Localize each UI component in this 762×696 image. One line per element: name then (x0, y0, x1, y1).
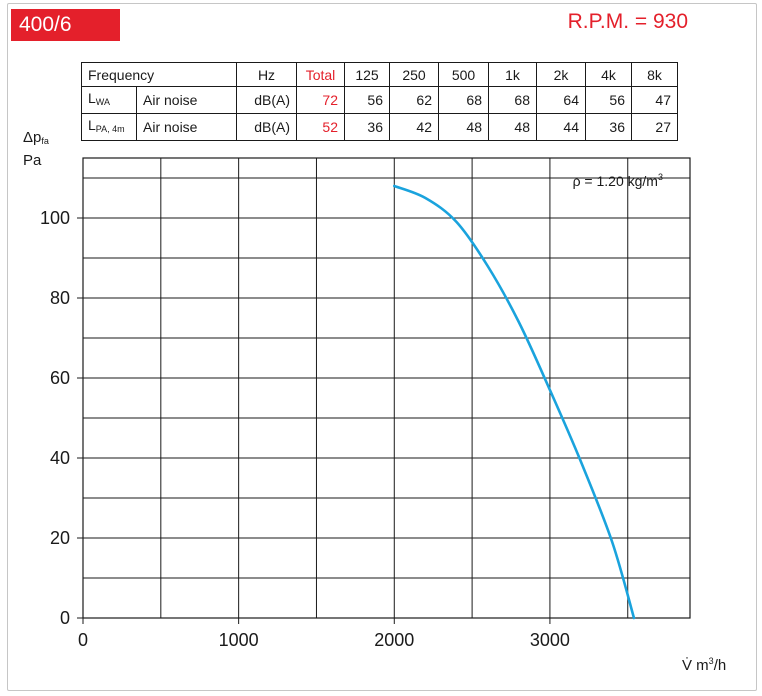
y-tick-label: 80 (50, 288, 70, 308)
row-description: Air noise (136, 86, 237, 114)
x-tick-label: 2000 (374, 630, 414, 650)
cell-total: 52 (296, 113, 345, 141)
chart-grid (82, 157, 691, 619)
header-total: Total (296, 62, 345, 87)
cell-value: 27 (631, 113, 678, 141)
header-band-8k: 8k (631, 62, 678, 87)
chart-frame (7, 3, 757, 691)
header-band-4k: 4k (585, 62, 632, 87)
series-lines (392, 184, 636, 620)
header-hz: Hz (236, 62, 297, 87)
header-band-500: 500 (438, 62, 489, 87)
cell-value: 36 (344, 113, 390, 141)
row-description: Air noise (136, 113, 237, 141)
y-axis-label: Δpfa Pa (23, 129, 49, 169)
table-header-row: Frequency Hz Total 125 250 500 1k 2k 4k … (81, 62, 678, 87)
plot-area-border (82, 157, 691, 619)
table-row-lwa: LWA Air noise dB(A) 72 56 62 68 68 64 56… (81, 86, 678, 114)
table-row-lpa: LPA, 4m Air noise dB(A) 52 36 42 48 48 4… (81, 113, 678, 141)
rpm-label: R.P.M. = 930 (567, 10, 688, 33)
y-tick-label: 0 (60, 608, 70, 628)
x-tick-label: 0 (78, 630, 88, 650)
row-symbol: LPA, 4m (81, 113, 137, 141)
density-annotation: ρ = 1.20 kg/m3 (573, 172, 663, 189)
cell-value: 56 (585, 86, 632, 114)
y-tick-label: 40 (50, 448, 70, 468)
row-unit: dB(A) (236, 113, 297, 141)
x-tick-label: 1000 (219, 630, 259, 650)
x-axis-label: V̇ m3/h (682, 656, 727, 674)
noise-table: Frequency Hz Total 125 250 500 1k 2k 4k … (81, 62, 678, 141)
cell-value: 47 (631, 86, 678, 114)
cell-value: 36 (585, 113, 632, 141)
row-unit: dB(A) (236, 86, 297, 114)
cell-value: 64 (536, 86, 586, 114)
y-tick-label: 100 (40, 208, 70, 228)
cell-value: 44 (536, 113, 586, 141)
cell-total: 72 (296, 86, 345, 114)
header-frequency: Frequency (81, 62, 237, 87)
header-band-1k: 1k (488, 62, 537, 87)
axis-ticks: 0 1000 2000 3000 0 20 40 60 80 100 (40, 208, 570, 650)
cell-value: 56 (344, 86, 390, 114)
y-tick-label: 60 (50, 368, 70, 388)
y-tick-label: 20 (50, 528, 70, 548)
model-badge: 400/6 (11, 9, 120, 41)
x-tick-label: 3000 (530, 630, 570, 650)
series-line (392, 184, 636, 620)
